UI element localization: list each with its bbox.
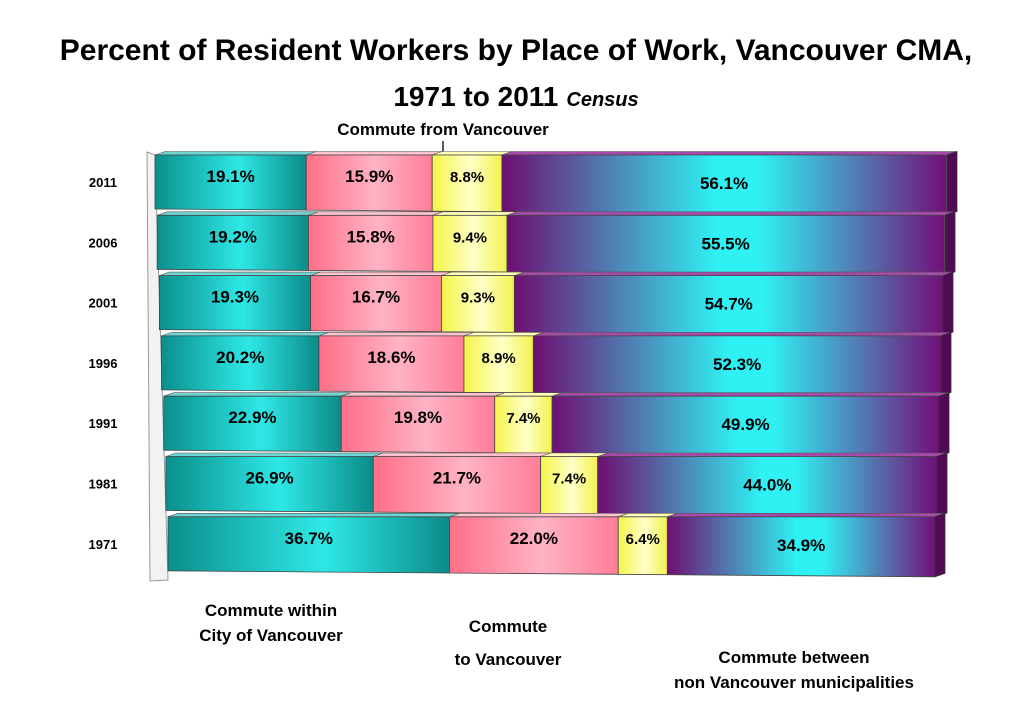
data-label-2006-s2: 9.4%	[453, 229, 487, 246]
y-tick-label-2006: 2006	[89, 235, 118, 250]
bar-top-2006-s0	[157, 211, 319, 216]
data-label-1971-s2: 6.4%	[626, 531, 660, 548]
bar-side-2006	[944, 211, 956, 276]
data-label-1991-s2: 7.4%	[506, 410, 540, 427]
data-label-1971-s0: 36.7%	[285, 529, 333, 548]
bar-row-1996: 20.2% 18.6% 8.9% 52.3%	[161, 331, 952, 397]
bar-top-2006-s2	[432, 211, 518, 216]
y-tick-label-1981: 1981	[89, 477, 118, 492]
data-label-1991-s0: 22.9%	[228, 408, 276, 427]
data-label-2011-s0: 19.1%	[207, 167, 255, 186]
bar-top-1996-s3	[533, 332, 952, 337]
bar-top-1991-s2	[494, 392, 563, 397]
chart-title-line2: 1971 to 2011 Census	[393, 81, 638, 112]
bar-row-1981: 26.9% 21.7% 7.4% 44.0%	[165, 452, 948, 518]
data-label-1996-s2: 8.9%	[482, 350, 516, 367]
bar-top-1996-s0	[161, 332, 330, 337]
bar-side-1991	[938, 392, 950, 457]
annotation-to-line2: to Vancouver	[455, 650, 562, 669]
bar-top-1991-s0	[163, 392, 352, 397]
bar-side-1981	[936, 452, 948, 518]
annotation-between-line2: non Vancouver municipalities	[674, 673, 914, 692]
data-label-2001-s0: 19.3%	[211, 288, 259, 307]
data-label-2001-s2: 9.3%	[461, 290, 495, 307]
data-label-1981-s1: 21.7%	[433, 469, 481, 488]
data-label-1991-s1: 19.8%	[394, 408, 442, 427]
bar-top-1981-s2	[540, 452, 608, 457]
bar-row-1971: 36.7% 22.0% 6.4% 34.9%	[167, 512, 946, 578]
data-label-2011-s3: 56.1%	[700, 174, 748, 193]
data-label-1991-s3: 49.9%	[721, 415, 769, 434]
bar-top-1971-s0	[167, 512, 460, 518]
bar-top-2006-s1	[308, 211, 444, 216]
bar-top-2011-s2	[432, 151, 512, 156]
bar-top-1981-s3	[597, 452, 948, 457]
annotation-between-line1: Commute between	[718, 648, 869, 667]
bar-top-2001-s3	[514, 271, 954, 276]
chart-title-census: Census	[566, 89, 638, 111]
annotation-within-line2: City of Vancouver	[199, 626, 343, 645]
bar-top-2011-s0	[154, 151, 317, 156]
data-label-1996-s0: 20.2%	[216, 348, 264, 367]
data-label-1981-s3: 44.0%	[743, 476, 791, 495]
data-label-2001-s3: 54.7%	[705, 295, 753, 314]
data-label-2011-s1: 15.9%	[345, 167, 393, 186]
bar-top-1991-s1	[341, 392, 505, 397]
y-tick-label-1971: 1971	[89, 537, 118, 552]
bar-row-2011: 19.1% 15.9% 8.8% 56.1%	[154, 150, 958, 216]
annotation-commute-from-vancouver: Commute from Vancouver	[337, 120, 549, 139]
bar-top-1981-s1	[373, 452, 551, 457]
bar-row-2006: 19.2% 15.8% 9.4% 55.5%	[156, 211, 956, 276]
bar-top-2001-s1	[310, 271, 452, 276]
annotation-to-line1: Commute	[469, 617, 547, 636]
bar-top-1996-s1	[318, 332, 475, 337]
y-tick-label-2001: 2001	[89, 296, 118, 311]
bar-top-1996-s2	[463, 332, 544, 337]
data-label-1971-s1: 22.0%	[510, 529, 558, 548]
data-label-1996-s3: 52.3%	[713, 355, 761, 374]
bar-rows: 19.1% 15.9% 8.8% 56.1%19.2% 15.8% 9.4% 55.5%19…	[154, 150, 958, 578]
bar-top-1971-s3	[667, 512, 946, 518]
bar-top-2011-s3	[501, 151, 957, 156]
bar-top-2011-s1	[306, 151, 443, 156]
annotation-within-line1: Commute within	[205, 601, 337, 620]
bar-row-1991: 22.9% 19.8% 7.4% 49.9%	[163, 392, 950, 457]
data-label-2006-s0: 19.2%	[209, 227, 257, 246]
y-tick-label-2011: 2011	[89, 175, 117, 190]
axis-wall	[146, 151, 169, 582]
data-label-1996-s1: 18.6%	[367, 348, 415, 367]
bar-side-1996	[940, 331, 952, 397]
data-label-1981-s0: 26.9%	[245, 469, 293, 488]
y-tick-label-1991: 1991	[89, 416, 118, 431]
y-axis-labels: 2011 2006 2001 1996 1991 1981 1971	[89, 175, 118, 552]
bar-top-1971-s1	[449, 512, 629, 518]
bar-side-2011	[946, 150, 958, 216]
bar-top-2001-s0	[159, 271, 321, 276]
bar-top-2006-s3	[506, 211, 955, 216]
bar-side-2001	[942, 271, 954, 337]
bar-top-1981-s0	[165, 452, 384, 457]
bar-side-1971	[934, 512, 946, 578]
y-tick-label-1996: 1996	[89, 356, 118, 371]
data-label-1971-s3: 34.9%	[777, 536, 825, 555]
chart-title-years: 1971 to 2011	[393, 81, 558, 112]
data-label-2006-s3: 55.5%	[701, 234, 749, 253]
bar-row-2001: 19.3% 16.7% 9.3% 54.7%	[158, 271, 954, 337]
data-label-2006-s1: 15.8%	[347, 227, 395, 246]
chart-title: Percent of Resident Workers by Place of …	[60, 34, 973, 67]
data-label-1981-s2: 7.4%	[552, 471, 586, 488]
bar-top-2001-s2	[441, 271, 525, 276]
bar-top-1991-s3	[552, 392, 950, 397]
data-label-2011-s2: 8.8%	[450, 169, 484, 186]
data-label-2001-s1: 16.7%	[352, 288, 400, 307]
